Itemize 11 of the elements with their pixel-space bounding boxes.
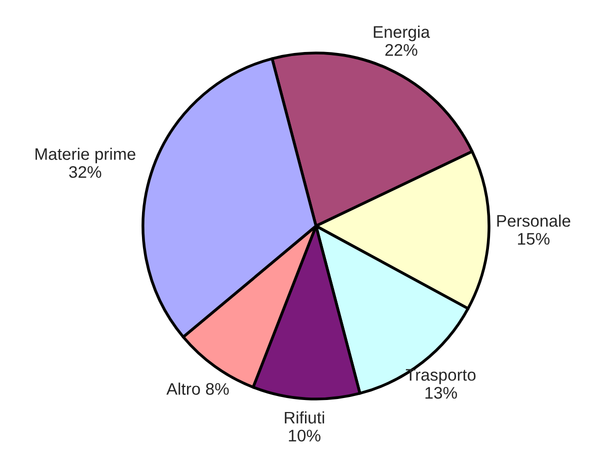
data-label: 13% — [425, 386, 457, 399]
slice-label: Energia — [374, 26, 430, 42]
slice-label: Rifiuti — [284, 411, 324, 424]
data-label: 22% — [385, 44, 418, 56]
data-label: 15% — [518, 233, 550, 245]
data-label: 32% — [69, 166, 102, 178]
data-label: 10% — [288, 430, 320, 442]
slice-label: Materie prime — [36, 148, 136, 164]
slice-label: Personale — [497, 214, 570, 227]
slice-label: Altro 8% — [166, 382, 229, 395]
slice-label: Trasporto — [406, 369, 476, 384]
